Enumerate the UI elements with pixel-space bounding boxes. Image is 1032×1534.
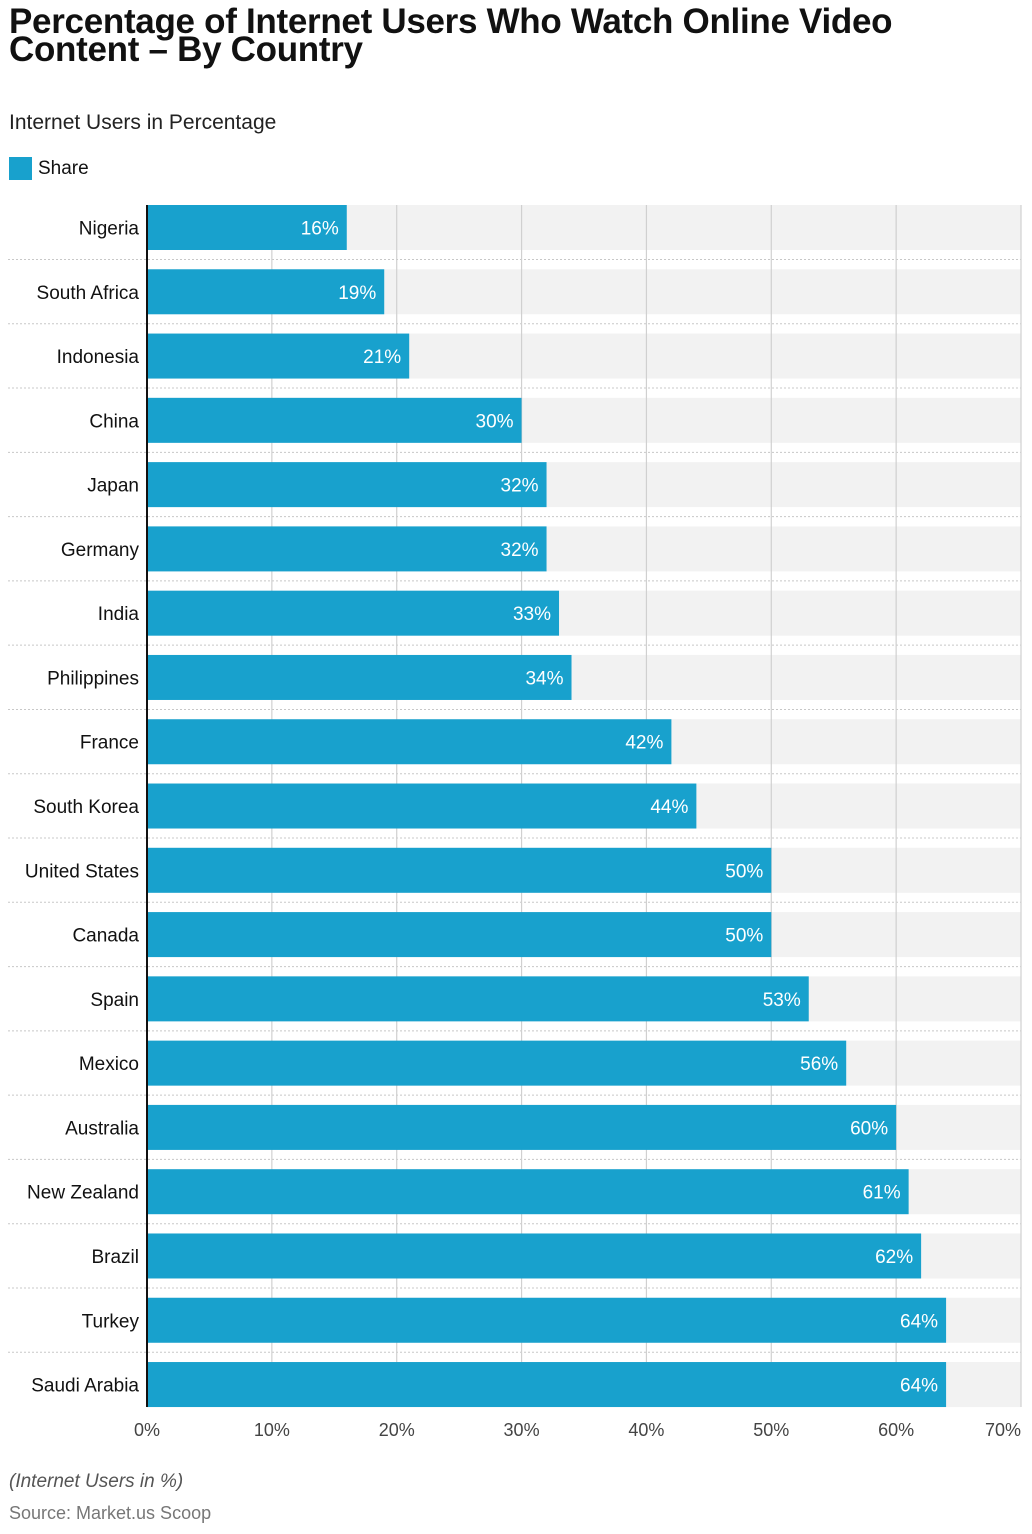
category-label: Brazil	[91, 1247, 139, 1268]
bar	[147, 1040, 847, 1086]
bar	[147, 205, 347, 250]
bar	[147, 976, 809, 1022]
legend-swatch	[9, 157, 32, 180]
category-label: Australia	[65, 1118, 139, 1139]
category-label: Saudi Arabia	[31, 1376, 139, 1397]
bar	[147, 269, 385, 315]
bar	[147, 1362, 947, 1408]
bar	[147, 333, 410, 379]
data-label: 42%	[625, 733, 663, 754]
bar	[147, 590, 560, 636]
bar	[147, 1169, 909, 1215]
category-label: Spain	[90, 990, 139, 1011]
chart-note: (Internet Users in %)	[9, 1471, 184, 1492]
x-tick-label: 30%	[504, 1420, 540, 1440]
bar	[147, 462, 547, 508]
category-label: South Korea	[33, 797, 139, 818]
bar	[147, 654, 572, 700]
x-tick-label: 50%	[753, 1420, 789, 1440]
bar	[147, 847, 772, 893]
data-label: 21%	[363, 347, 401, 368]
category-label: Mexico	[79, 1054, 139, 1075]
data-label: 61%	[863, 1183, 901, 1204]
data-label: 62%	[875, 1247, 913, 1268]
data-label: 33%	[513, 604, 551, 625]
category-label: Turkey	[82, 1311, 140, 1332]
legend-label: Share	[38, 157, 89, 179]
x-tick-label: 20%	[379, 1420, 415, 1440]
x-tick-label: 0%	[134, 1420, 160, 1440]
bar	[147, 1104, 897, 1150]
data-label: 60%	[850, 1118, 888, 1139]
bar	[147, 719, 672, 765]
data-label: 32%	[501, 476, 539, 497]
data-label: 32%	[501, 540, 539, 561]
chart-title: Percentage of Internet Users Who Watch O…	[9, 2, 893, 69]
data-label: 53%	[763, 990, 801, 1011]
data-label: 19%	[338, 283, 376, 304]
data-label: 44%	[650, 797, 688, 818]
data-label: 56%	[800, 1054, 838, 1075]
category-label: Indonesia	[57, 347, 140, 368]
legend: Share	[9, 157, 89, 180]
bar-chart: 0% 10% 20% 30% 40% 50% 60% 70% Nigeria 16% South A…	[8, 205, 1022, 1440]
category-label: Canada	[72, 926, 139, 947]
data-label: 64%	[900, 1376, 938, 1397]
data-label: 50%	[725, 861, 763, 882]
category-label: China	[89, 411, 139, 432]
data-label: 50%	[725, 926, 763, 947]
category-label: Philippines	[47, 668, 139, 689]
category-label: Germany	[61, 540, 140, 561]
data-label: 34%	[525, 668, 563, 689]
x-tick-label: 40%	[628, 1420, 664, 1440]
category-label: United States	[25, 861, 139, 882]
chart-subtitle: Internet Users in Percentage	[9, 111, 277, 134]
bar	[147, 1233, 922, 1279]
data-label: 64%	[900, 1311, 938, 1332]
category-label: Nigeria	[79, 219, 140, 240]
category-label: Japan	[87, 476, 139, 497]
x-tick-label: 10%	[254, 1420, 290, 1440]
category-label: South Africa	[37, 283, 140, 304]
x-tick-label: 60%	[878, 1420, 914, 1440]
x-tick-label: 70%	[985, 1420, 1021, 1440]
category-label: France	[80, 733, 139, 754]
category-label: New Zealand	[27, 1183, 139, 1204]
data-label: 30%	[476, 411, 514, 432]
bar	[147, 912, 772, 958]
data-label: 16%	[301, 219, 339, 240]
bar	[147, 1297, 947, 1343]
chart-source: Source: Market.us Scoop	[9, 1503, 212, 1523]
category-label: India	[98, 604, 140, 625]
bar	[147, 526, 547, 572]
bar	[147, 397, 522, 443]
bar	[147, 783, 697, 829]
